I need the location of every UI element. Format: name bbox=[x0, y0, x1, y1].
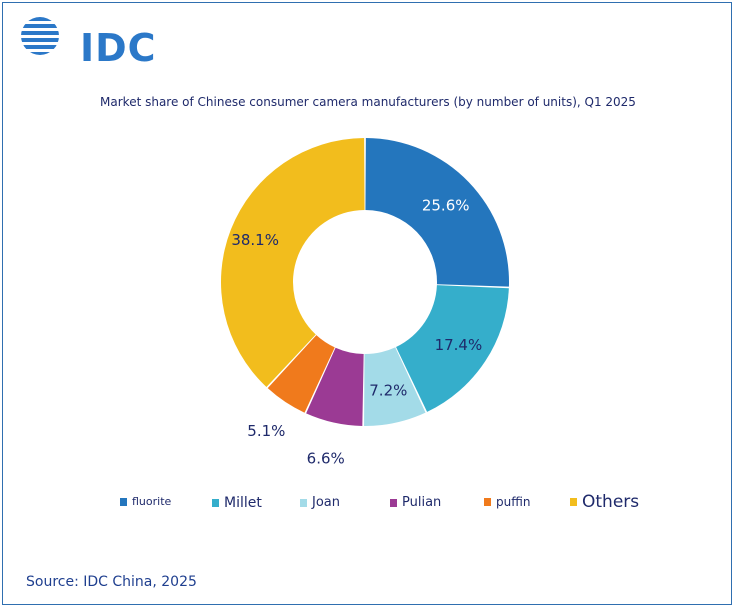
legend-label: Joan bbox=[312, 495, 340, 510]
legend-label: Millet bbox=[224, 495, 262, 511]
source-note: Source: IDC China, 2025 bbox=[26, 574, 197, 590]
legend-swatch bbox=[300, 498, 307, 507]
chart-legend: fluorite Millet Joan Pulian puffin Others bbox=[0, 492, 736, 516]
data-label-pulian: 6.6% bbox=[307, 450, 345, 468]
legend-label: fluorite bbox=[132, 495, 172, 508]
legend-swatch bbox=[120, 497, 127, 506]
legend-item-millet: Millet bbox=[212, 495, 262, 511]
data-label-fluorite: 25.6% bbox=[422, 196, 470, 214]
data-label-puffin: 5.1% bbox=[247, 422, 285, 440]
legend-label: Others bbox=[582, 492, 640, 512]
data-label-others: 38.1% bbox=[231, 231, 279, 249]
legend-label: puffin bbox=[496, 495, 531, 509]
legend-swatch bbox=[212, 499, 219, 507]
slice-millet bbox=[396, 285, 509, 412]
globe-icon bbox=[21, 17, 59, 55]
slice-fluorite bbox=[365, 138, 510, 287]
idc-logo: IDC bbox=[18, 14, 156, 70]
legend-item-puffin: puffin bbox=[484, 495, 530, 509]
legend-item-others: Others bbox=[570, 492, 639, 512]
legend-item-fluorite: fluorite bbox=[120, 495, 171, 508]
slice-others bbox=[221, 138, 365, 387]
data-label-millet: 17.4% bbox=[435, 336, 483, 354]
slice-joan bbox=[364, 347, 426, 426]
data-label-joan: 7.2% bbox=[369, 381, 407, 399]
chart-title: Market share of Chinese consumer camera … bbox=[100, 95, 636, 109]
legend-item-pulian: Pulian bbox=[390, 495, 441, 510]
legend-swatch bbox=[570, 498, 577, 506]
slice-puffin bbox=[267, 335, 335, 413]
legend-swatch bbox=[390, 498, 397, 507]
legend-label: Pulian bbox=[402, 495, 442, 510]
logo-text: IDC bbox=[80, 26, 157, 70]
legend-swatch bbox=[484, 498, 491, 506]
legend-item-joan: Joan bbox=[300, 495, 340, 510]
slice-pulian bbox=[306, 347, 364, 426]
